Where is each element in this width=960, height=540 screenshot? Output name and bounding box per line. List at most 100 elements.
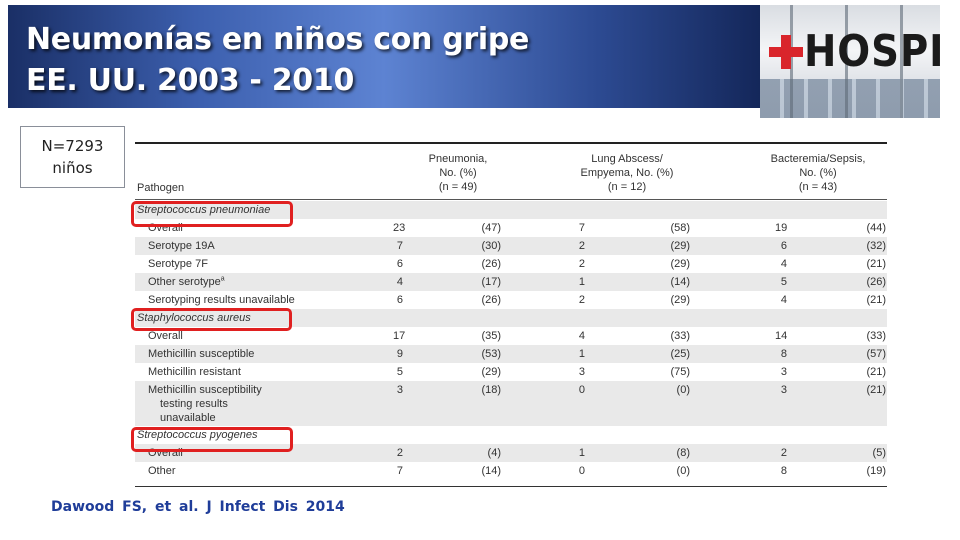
row-label: Other bbox=[148, 464, 348, 478]
pneumonia-count: 17 bbox=[393, 330, 406, 342]
bacteremia-percent: (33) bbox=[866, 330, 886, 342]
bacteremia-percent: (21) bbox=[866, 258, 886, 270]
highlight-pneumoniae bbox=[131, 201, 293, 227]
header-bacteremia: Bacteremia/Sepsis, No. (%) (n = 43) bbox=[753, 152, 883, 194]
bacteremia-count: 8 bbox=[780, 348, 787, 360]
bacteremia-percent: (21) bbox=[866, 294, 886, 306]
row-label-text: Streptococcus pyogenes bbox=[137, 429, 258, 441]
abscess-percent: (25) bbox=[670, 348, 690, 360]
abscess-count: 1 bbox=[578, 276, 585, 288]
section-label: Streptococcus pneumoniae bbox=[137, 203, 337, 217]
pneumonia-count: 3 bbox=[396, 384, 403, 396]
abscess-count: 2 bbox=[578, 258, 585, 270]
abscess-percent: (14) bbox=[670, 276, 690, 288]
header-abscess-line: (n = 12) bbox=[607, 181, 647, 193]
row-label-text: Serotype 7F bbox=[148, 258, 208, 270]
table-row: Methicillin resistant 5 (29) 3 (75) 3 (21) bbox=[135, 363, 887, 381]
abscess-count: 4 bbox=[578, 330, 585, 342]
abscess-percent: (29) bbox=[670, 294, 690, 306]
abscess-count: 0 bbox=[578, 465, 585, 477]
title-line-2: EE. UU. 2003 - 2010 bbox=[26, 63, 355, 98]
row-label: Serotype 7F bbox=[148, 257, 348, 271]
pathogen-table: Pathogen Pneumonia, No. (%) (n = 49) Lun… bbox=[135, 142, 887, 487]
pneumonia-count: 6 bbox=[396, 258, 403, 270]
footnote-marker: a bbox=[220, 275, 225, 283]
abscess-percent: (8) bbox=[676, 447, 690, 459]
hospital-photo: HOSPITA bbox=[760, 5, 940, 118]
table-row: Overall 17 (35) 4 (33) 14 (33) bbox=[135, 327, 887, 345]
pneumonia-count: 6 bbox=[396, 294, 403, 306]
bacteremia-count: 4 bbox=[780, 258, 787, 270]
bacteremia-percent: (21) bbox=[866, 366, 886, 378]
header-pneumonia: Pneumonia, No. (%) (n = 49) bbox=[393, 152, 523, 194]
bacteremia-count: 5 bbox=[780, 276, 787, 288]
row-label-text: Serotype 19A bbox=[148, 240, 215, 252]
row-label-text: Staphylococcus aureus bbox=[137, 312, 251, 324]
row-label-text: Methicillin resistant bbox=[148, 366, 241, 378]
bacteremia-percent: (44) bbox=[866, 222, 886, 234]
row-label: Methicillin susceptible bbox=[148, 347, 348, 361]
row-label-text: Other serotype bbox=[148, 276, 221, 288]
header-pneumonia-line: (n = 49) bbox=[438, 181, 478, 193]
bacteremia-percent: (32) bbox=[866, 240, 886, 252]
header-bacteremia-line: No. (%) bbox=[799, 167, 837, 179]
abscess-count: 2 bbox=[578, 240, 585, 252]
abscess-count: 7 bbox=[578, 222, 585, 234]
title-banner: Neumonías en niños con gripe EE. UU. 200… bbox=[8, 5, 760, 108]
bacteremia-percent: (19) bbox=[866, 465, 886, 477]
row-label-text: Other bbox=[148, 465, 176, 477]
table-row: Other 7 (14) 0 (0) 8 (19) bbox=[135, 462, 887, 480]
abscess-count: 2 bbox=[578, 294, 585, 306]
header-abscess-line: Empyema, No. (%) bbox=[580, 167, 674, 179]
table-row: Serotyping results unavailable 6 (26) 2 (29)… bbox=[135, 291, 887, 309]
pneumonia-percent: (47) bbox=[481, 222, 501, 234]
table-row: Methicillin susceptible 9 (53) 1 (25) 8 (57) bbox=[135, 345, 887, 363]
abscess-count: 1 bbox=[578, 348, 585, 360]
table-bottom-rule bbox=[135, 486, 887, 487]
header-rule bbox=[135, 199, 887, 200]
bacteremia-count: 3 bbox=[780, 384, 787, 396]
pneumonia-percent: (53) bbox=[481, 348, 501, 360]
sample-size-box: N=7293 niños bbox=[20, 126, 125, 188]
abscess-count: 1 bbox=[578, 447, 585, 459]
pneumonia-percent: (17) bbox=[481, 276, 501, 288]
section-label: Streptococcus pyogenes bbox=[137, 428, 337, 442]
pneumonia-percent: (29) bbox=[481, 366, 501, 378]
row-label-text: Serotyping results unavailable bbox=[148, 294, 295, 306]
abscess-count: 0 bbox=[578, 384, 585, 396]
row-label-line: testing results bbox=[160, 398, 228, 410]
row-label: Methicillin susceptibility testing result… bbox=[148, 383, 348, 425]
hospital-sign-text: HOSPITA bbox=[804, 26, 940, 77]
row-label: Serotype 19A bbox=[148, 239, 348, 253]
header-abscess-line: Lung Abscess/ bbox=[591, 153, 663, 165]
abscess-percent: (75) bbox=[670, 366, 690, 378]
table-section-row: Streptococcus pyogenes bbox=[135, 426, 887, 444]
citation: Dawood FS, et al. J Infect Dis 2014 bbox=[51, 499, 345, 515]
abscess-percent: (0) bbox=[676, 384, 690, 396]
pneumonia-percent: (26) bbox=[481, 294, 501, 306]
row-label-text: Streptococcus pneumoniae bbox=[137, 204, 271, 216]
row-label: Other serotypea bbox=[148, 275, 348, 289]
bacteremia-count: 14 bbox=[775, 330, 788, 342]
bacteremia-count: 8 bbox=[780, 465, 787, 477]
table-top-rule bbox=[135, 142, 887, 144]
header-pathogen: Pathogen bbox=[137, 182, 185, 194]
abscess-count: 3 bbox=[578, 366, 585, 378]
bacteremia-count: 2 bbox=[780, 447, 787, 459]
bacteremia-count: 3 bbox=[780, 366, 787, 378]
slide-title: Neumonías en niños con gripe EE. UU. 200… bbox=[26, 19, 529, 101]
abscess-percent: (33) bbox=[670, 330, 690, 342]
row-label: Methicillin resistant bbox=[148, 365, 348, 379]
pneumonia-count: 7 bbox=[396, 240, 403, 252]
abscess-percent: (0) bbox=[676, 465, 690, 477]
abscess-percent: (29) bbox=[670, 240, 690, 252]
highlight-aureus bbox=[131, 308, 292, 331]
table-section-row: Staphylococcus aureus bbox=[135, 309, 887, 327]
pneumonia-count: 2 bbox=[396, 447, 403, 459]
row-label: Serotyping results unavailable bbox=[148, 293, 348, 307]
header-bacteremia-line: Bacteremia/Sepsis, bbox=[770, 153, 866, 165]
pneumonia-percent: (18) bbox=[481, 384, 501, 396]
bacteremia-count: 4 bbox=[780, 294, 787, 306]
table-row: Methicillin susceptibility testing result… bbox=[135, 381, 887, 426]
pneumonia-count: 4 bbox=[396, 276, 403, 288]
